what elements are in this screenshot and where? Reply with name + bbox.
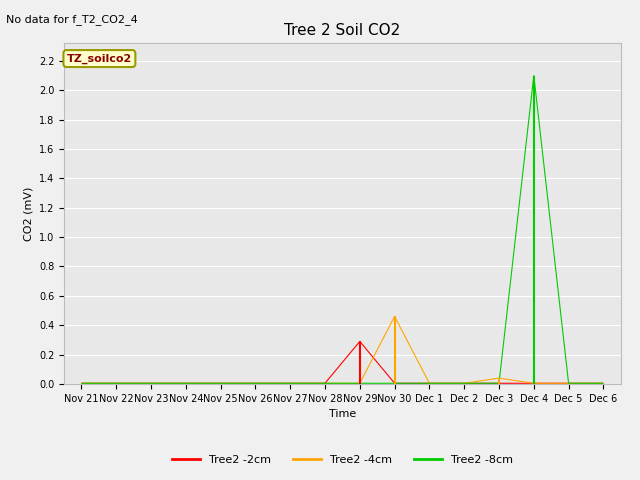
- X-axis label: Time: Time: [329, 409, 356, 419]
- Text: No data for f_T2_CO2_4: No data for f_T2_CO2_4: [6, 14, 138, 25]
- Title: Tree 2 Soil CO2: Tree 2 Soil CO2: [284, 23, 401, 38]
- Legend: Tree2 -2cm, Tree2 -4cm, Tree2 -8cm: Tree2 -2cm, Tree2 -4cm, Tree2 -8cm: [168, 451, 517, 470]
- Y-axis label: CO2 (mV): CO2 (mV): [23, 186, 33, 241]
- Text: TZ_soilco2: TZ_soilco2: [67, 53, 132, 64]
